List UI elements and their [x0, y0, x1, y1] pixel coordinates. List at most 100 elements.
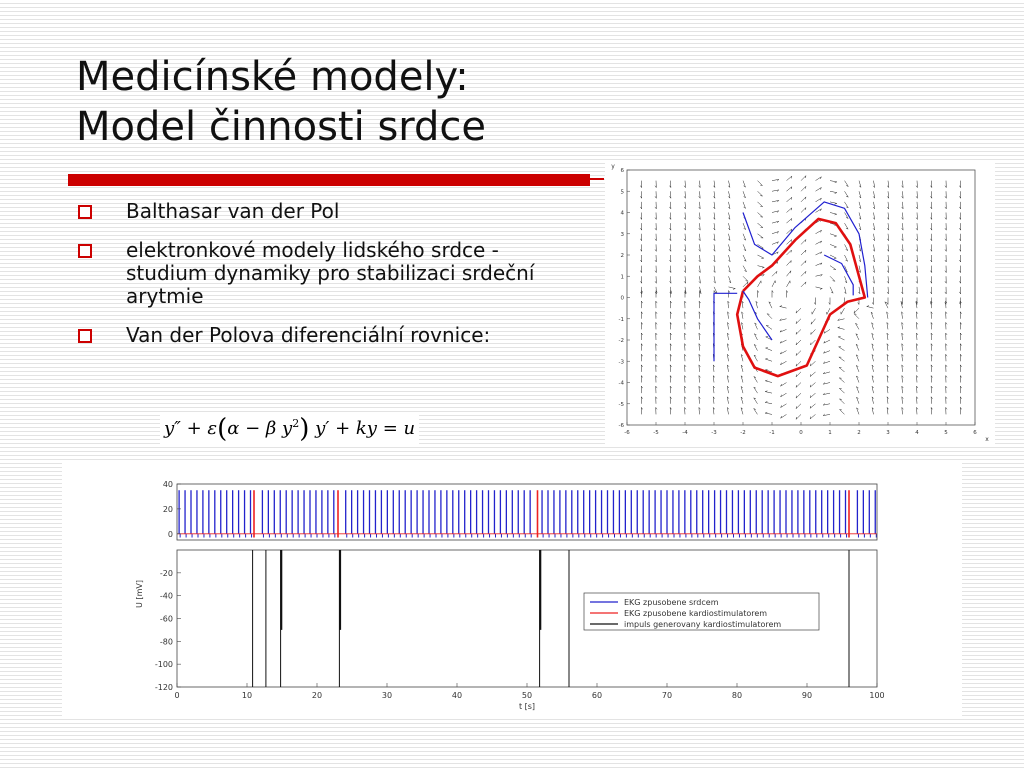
vector-arrowhead: [765, 390, 768, 392]
vector-arrow: [901, 322, 903, 330]
vector-arrowhead: [683, 249, 686, 252]
vector-arrowhead: [915, 185, 918, 188]
vector-arrowhead: [683, 259, 686, 263]
vector-arrowhead: [712, 407, 715, 410]
vector-arrow: [699, 254, 701, 262]
vector-arrowhead: [930, 311, 933, 314]
vector-arrowhead: [887, 259, 889, 263]
vector-arrowhead: [959, 259, 961, 263]
vector-arrowhead: [820, 230, 822, 233]
vector-arrowhead: [780, 394, 782, 397]
vector-arrowhead: [683, 270, 686, 273]
vector-arrow: [727, 301, 729, 309]
vector-arrowhead: [901, 343, 904, 346]
vector-arrowhead: [732, 288, 736, 290]
vector-arrow: [795, 329, 802, 335]
vector-arrow: [858, 265, 861, 273]
vector-arrowhead: [866, 305, 870, 307]
vector-arrow: [811, 308, 816, 315]
vector-arrowhead: [929, 302, 932, 305]
vector-arrow: [815, 274, 823, 277]
vector-arrowhead: [844, 291, 847, 294]
vector-arrowhead: [823, 371, 826, 374]
vector-arrowhead: [901, 322, 904, 325]
vector-arrowhead: [916, 311, 919, 314]
van-der-pol-equation: y″ + ε(α − β y2) y′ + ky = u: [160, 412, 420, 446]
vector-arrowhead: [768, 301, 772, 304]
vector-arrow: [810, 392, 816, 398]
vector-arrowhead: [684, 291, 687, 294]
vector-arrowhead: [930, 238, 933, 241]
vector-arrow: [901, 311, 903, 319]
x-tick-label: 2: [857, 430, 861, 436]
vector-arrow: [887, 212, 890, 220]
vector-arrowhead: [886, 302, 889, 305]
vector-arrowhead: [901, 396, 904, 399]
vector-arrowhead: [830, 291, 834, 294]
vector-arrowhead: [713, 196, 716, 199]
vector-arrow: [742, 244, 747, 251]
vector-arrowhead: [887, 217, 889, 220]
vector-arrow: [742, 223, 746, 230]
vector-arrow: [858, 191, 862, 199]
vector-arrow: [771, 280, 776, 287]
vector-arrowhead: [771, 290, 774, 293]
vector-arrowhead: [641, 311, 643, 314]
vector-arrowhead: [886, 332, 889, 336]
vector-arrowhead: [698, 322, 701, 325]
vector-arrow: [771, 241, 779, 245]
vector-arrowhead: [872, 249, 875, 252]
vector-arrowhead: [900, 302, 903, 305]
vector-arrow: [765, 412, 773, 415]
vector-arrowhead: [641, 332, 643, 336]
vector-arrow: [795, 361, 802, 367]
x-axis-label: x: [985, 436, 989, 443]
vector-arrowhead: [698, 228, 701, 231]
x-tick-label: 4: [915, 430, 919, 436]
vector-arrow: [844, 222, 849, 230]
vector-arrowhead: [669, 270, 672, 273]
vector-arrow: [670, 286, 672, 294]
slide-title-line1: Medicínské modely:: [76, 54, 469, 100]
vector-arrowhead: [728, 228, 731, 231]
vector-arrowhead: [641, 354, 643, 357]
phase-portrait-figure: -6 -5 -4 -3 -2 -1 0 1 2 3 4 5 6 -6 -5 -4 -3 -2 -1 0 1 2 3 4 5 6 x y: [605, 160, 995, 447]
vector-arrowhead: [930, 217, 933, 220]
vector-arrowhead: [698, 396, 701, 399]
vector-arrowhead: [820, 251, 822, 255]
vector-arrowhead: [901, 332, 904, 336]
vector-arrowhead: [855, 344, 859, 346]
vector-arrowhead: [930, 291, 932, 295]
vector-arrow: [856, 354, 860, 362]
vector-arrowhead: [698, 259, 701, 263]
vector-arrowhead: [740, 354, 744, 357]
vector-arrowhead: [871, 396, 874, 399]
vector-arrow: [930, 301, 932, 309]
y-tick-label: -1: [619, 317, 624, 323]
vector-arrowhead: [727, 301, 730, 304]
vector-arrowhead: [654, 217, 657, 220]
vector-arrowhead: [755, 301, 758, 304]
vector-arrow: [698, 333, 700, 341]
y-tick-label: -100: [155, 660, 173, 669]
vector-arrowhead: [944, 196, 947, 199]
vector-arrowhead: [960, 311, 962, 314]
vector-arrow: [853, 307, 860, 314]
vector-arrow: [713, 244, 716, 252]
vector-arrowhead: [654, 291, 657, 295]
vector-arrowhead: [684, 322, 687, 325]
vector-arrowhead: [728, 206, 731, 209]
vector-arrow: [740, 386, 744, 394]
vector-arrowhead: [901, 364, 904, 367]
vector-arrowhead: [669, 249, 672, 252]
vector-arrow: [815, 208, 822, 213]
vector-arrow: [728, 201, 731, 209]
vector-arrowhead: [872, 291, 875, 294]
vector-arrowhead: [654, 196, 657, 199]
vector-arrow: [844, 191, 849, 198]
vector-arrowhead: [822, 403, 826, 406]
vector-arrowhead: [641, 407, 643, 410]
vector-arrowhead: [753, 376, 757, 378]
vector-arrow: [728, 223, 731, 231]
y-tick-label: -60: [160, 615, 173, 624]
